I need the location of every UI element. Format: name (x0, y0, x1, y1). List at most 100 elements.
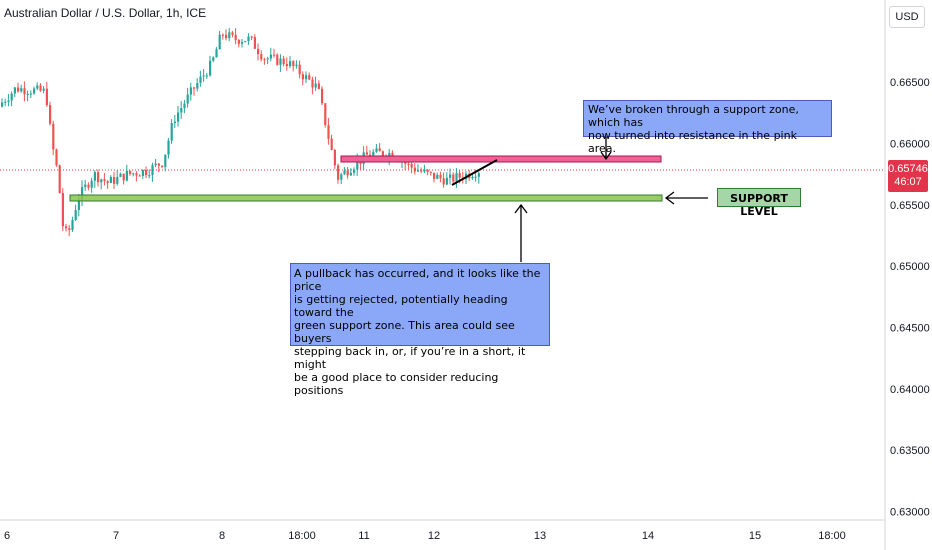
candle-up (13, 87, 16, 94)
candle-up (177, 112, 180, 122)
pullback-note[interactable]: A pullback has occurred, and it looks li… (290, 263, 550, 397)
y-tick-label: 0.66500 (890, 77, 930, 89)
candle-down (257, 48, 260, 55)
candle-up (151, 165, 154, 176)
candle-down (193, 87, 196, 89)
support-level-label[interactable]: SUPPORT LEVEL (717, 188, 801, 218)
candle-down (17, 87, 20, 92)
candle-down (369, 154, 372, 156)
x-tick-label: 15 (749, 530, 761, 542)
candle-down (273, 54, 276, 56)
candle-up (353, 169, 356, 173)
x-tick-label: 11 (358, 530, 369, 542)
x-tick-label: 7 (113, 530, 119, 542)
candle-down (404, 161, 407, 164)
candle-up (289, 61, 292, 67)
candle-up (474, 176, 477, 178)
candle-down (157, 163, 160, 166)
candle-up (183, 103, 186, 109)
candle-up (125, 170, 128, 181)
candle-up (218, 34, 221, 50)
last-price-value: 0.65746 (888, 163, 928, 175)
support-zone (69, 194, 663, 202)
candle-up (449, 174, 452, 178)
candle-down (321, 88, 324, 104)
candle-up (279, 58, 282, 65)
candle-up (349, 172, 352, 176)
candle-down (426, 169, 429, 172)
candle-up (305, 75, 308, 80)
candle-up (375, 148, 378, 152)
candle-up (228, 32, 231, 39)
candle-up (93, 172, 96, 181)
candle-up (116, 176, 119, 184)
candle-down (138, 175, 141, 177)
candle-down (122, 173, 125, 181)
candle-down (433, 172, 436, 179)
candle-up (26, 93, 29, 95)
arrow-down-resistance (600, 137, 612, 161)
candle-up (205, 75, 208, 77)
candle-down (442, 178, 445, 185)
candle-down (161, 165, 164, 167)
trendline (451, 159, 498, 186)
candle-up (445, 177, 448, 185)
candle-up (202, 75, 205, 77)
candle-down (420, 170, 423, 172)
candle-up (372, 151, 375, 156)
y-tick-label: 0.65500 (890, 200, 930, 212)
candle-up (436, 174, 439, 179)
candle-up (164, 154, 167, 167)
candle-up (314, 83, 317, 88)
candle-down (135, 173, 138, 176)
candle-down (45, 88, 48, 106)
last-price-tag: 0.65746 46:07 (888, 160, 928, 192)
candle-down (55, 149, 58, 166)
arrows (514, 137, 708, 262)
candle-down (285, 64, 288, 67)
candle-up (199, 76, 202, 84)
candle-up (455, 173, 458, 182)
candle-down (225, 34, 228, 39)
x-axis-labels: 6 7 8 18:00 11 12 13 14 15 18:00 (4, 530, 846, 542)
candle-up (471, 176, 474, 179)
candle-up (186, 94, 189, 104)
candle-down (65, 226, 68, 229)
candle-up (266, 58, 269, 60)
candle-down (253, 37, 256, 49)
currency-button[interactable]: USD (889, 6, 925, 28)
candle-up (154, 163, 157, 166)
x-tick-label: 14 (642, 530, 654, 542)
arrow-left-support (664, 191, 708, 205)
candle-up (132, 173, 135, 175)
candle-up (212, 57, 215, 61)
candle-down (439, 174, 442, 179)
candle-up (7, 100, 10, 102)
candle-up (247, 36, 250, 42)
candle-up (84, 184, 87, 188)
symbol-title: Australian Dollar / U.S. Dollar, 1h, ICE (4, 6, 207, 20)
candle-up (77, 199, 80, 211)
candle-up (340, 174, 343, 180)
candle-up (196, 83, 199, 89)
candle-up (20, 88, 23, 92)
candle-down (324, 103, 327, 126)
bar-countdown: 46:07 (894, 176, 922, 188)
y-tick-label: 0.64000 (890, 384, 930, 396)
candle-up (356, 160, 359, 170)
candle-up (417, 170, 420, 172)
candles (1, 27, 480, 237)
candle-up (189, 87, 192, 95)
candle-up (36, 85, 39, 89)
candle-up (33, 88, 36, 94)
resistance-note[interactable]: We’ve broken through a support zone, whi… (583, 100, 832, 155)
candle-down (263, 59, 266, 61)
candle-up (29, 93, 32, 95)
candle-up (10, 93, 13, 101)
candle-down (311, 79, 314, 88)
x-tick-label: 18:00 (288, 530, 316, 542)
candle-up (74, 210, 77, 220)
candle-down (276, 54, 279, 65)
